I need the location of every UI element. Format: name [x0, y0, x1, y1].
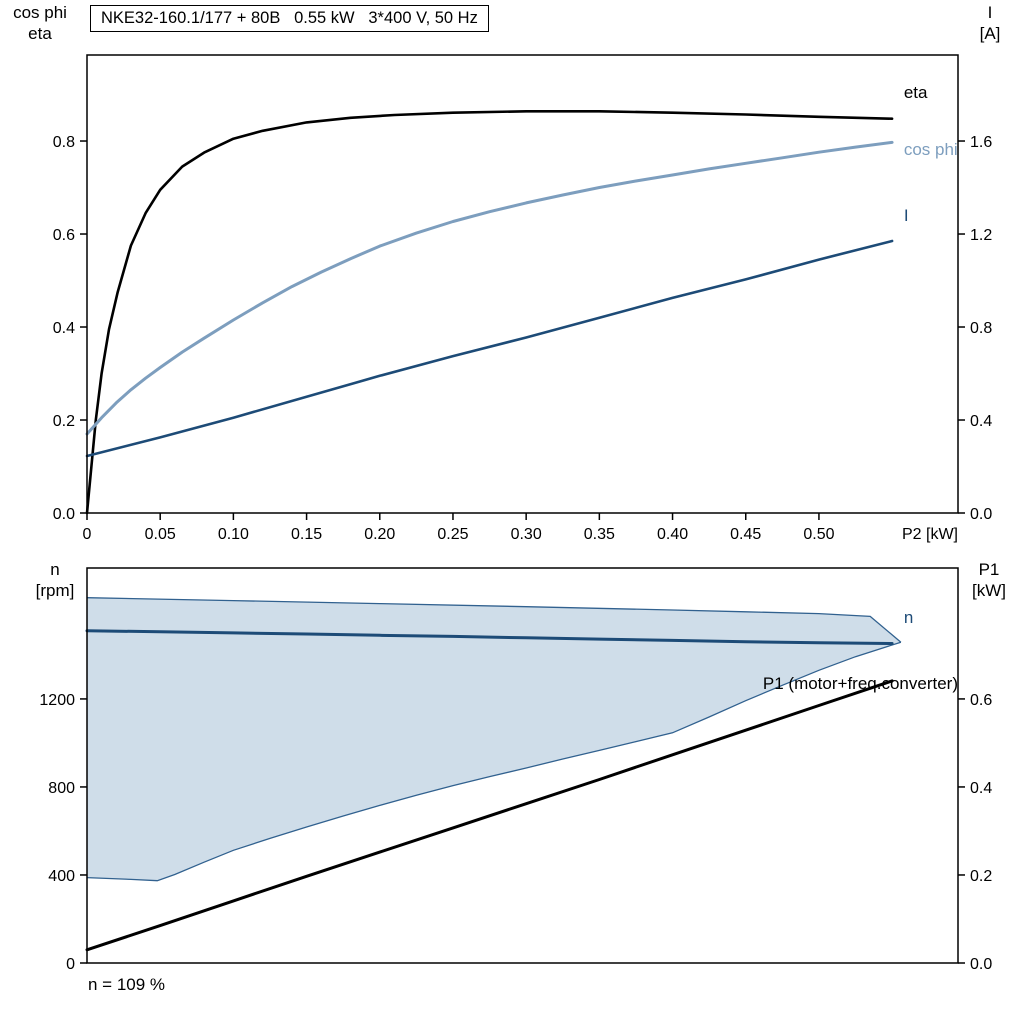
x-tick-label: 0.20 — [364, 526, 395, 543]
top-chart: 0 0.05 0.10 0.15 0.20 0.25 0.30 0.35 0.40 0.45 0.5… — [53, 54, 992, 543]
axis-label-eta: eta — [28, 23, 52, 43]
axis-label-kw-unit: [kW] — [972, 580, 1006, 600]
y-left-tick-label: 0.6 — [53, 227, 75, 244]
axis-label-speed: n — [50, 560, 60, 579]
y-right-tick-label: 0.0 — [970, 956, 992, 973]
x-tick-label: 0.45 — [730, 526, 761, 543]
x-tick-label: 0.50 — [803, 526, 834, 543]
i-curve — [85, 239, 894, 458]
y-right-tick-label: 0.6 — [970, 692, 992, 709]
y-left-tick-label: 0.2 — [53, 413, 75, 430]
bottom-left-axis-title: n [rpm] — [26, 560, 84, 601]
x-tick-label: 0.30 — [511, 526, 542, 543]
y-left-tick-label: 0.8 — [53, 134, 75, 151]
eta-curve — [85, 110, 894, 515]
y-right-tick-label: 1.2 — [970, 227, 992, 244]
y-right-tick-label: 0.0 — [970, 506, 992, 523]
speed-control-range-area — [87, 597, 901, 881]
x-tick-label: 0.10 — [218, 526, 249, 543]
n-curve — [85, 629, 894, 645]
axis-label-cos-phi: cos phi — [13, 3, 67, 22]
bottom-right-axis-title: P1 [kW] — [964, 560, 1014, 601]
curve-label-eta: eta — [904, 83, 928, 102]
speed-range-upper-bound — [86, 597, 902, 643]
y-left-tick-label: 0 — [66, 956, 75, 973]
speed-percentage-note: n = 109 % — [88, 975, 166, 994]
y-left-tick-label: 1200 — [39, 692, 75, 709]
y-left-tick-label: 0.0 — [53, 506, 75, 523]
speed-range-lower-bound — [86, 641, 902, 882]
x-tick-label: 0.25 — [437, 526, 468, 543]
axis-label-rpm-unit: [rpm] — [35, 580, 75, 600]
y-right-tick-label: 0.2 — [970, 868, 992, 885]
y-right-tick-label: 0.8 — [970, 320, 992, 337]
x-axis-unit-label: P2 [kW] — [902, 526, 958, 543]
p1-curve — [85, 679, 894, 952]
curve-label-n: n — [904, 608, 913, 627]
chart-title: NKE32-160.1/177 + 80B 0.55 kW 3*400 V, 5… — [90, 5, 489, 32]
y-left-tick-label: 400 — [48, 868, 75, 885]
x-tick-label: 0 — [83, 526, 92, 543]
x-tick-label: 0.15 — [291, 526, 322, 543]
y-right-tick-label: 1.6 — [970, 134, 992, 151]
curve-label-p1-motor-freq-converter-: P1 (motor+freq.converter) — [763, 674, 958, 693]
curve-label-i: I — [904, 206, 909, 225]
curve-label-cos-phi: cos phi — [904, 140, 958, 159]
bottom-plot-frame — [86, 567, 959, 964]
y-right-tick-label: 0.4 — [970, 413, 992, 430]
x-tick-label: 0.35 — [584, 526, 615, 543]
cos-phi-curve — [85, 140, 894, 436]
x-tick-label: 0.40 — [657, 526, 688, 543]
top-left-axis-title: cos phi eta — [4, 3, 76, 44]
bottom-chart: 0 400 800 1200 0.0 0.2 0.4 0.6 n P1 (motor+freq.c… — [39, 567, 992, 973]
y-left-tick-label: 0.4 — [53, 320, 75, 337]
x-tick-label: 0.05 — [145, 526, 176, 543]
axis-label-p1: P1 — [978, 560, 1000, 579]
y-left-tick-label: 800 — [48, 780, 75, 797]
top-right-axis-title: I [A] — [968, 3, 1012, 44]
top-plot-frame — [86, 54, 959, 514]
axis-label-ampere-unit: [A] — [979, 23, 1001, 43]
y-right-tick-label: 0.4 — [970, 780, 992, 797]
axis-label-current: I — [987, 3, 993, 22]
